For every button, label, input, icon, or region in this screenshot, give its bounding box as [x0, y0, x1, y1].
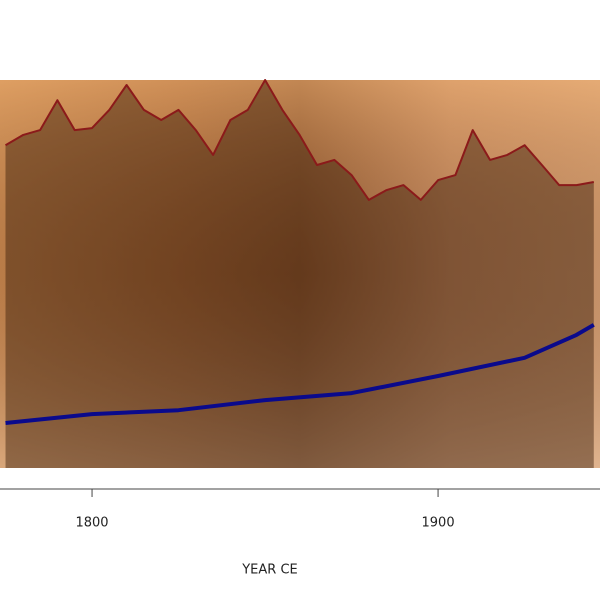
- x-axis-label: YEAR CE: [241, 563, 298, 578]
- x-tick-label: 1900: [422, 516, 455, 531]
- line: [5, 323, 595, 425]
- x-tick-label: 1800: [75, 516, 108, 531]
- area-fill: [5, 80, 594, 468]
- plot-texture: [0, 80, 600, 468]
- line: [4, 79, 594, 201]
